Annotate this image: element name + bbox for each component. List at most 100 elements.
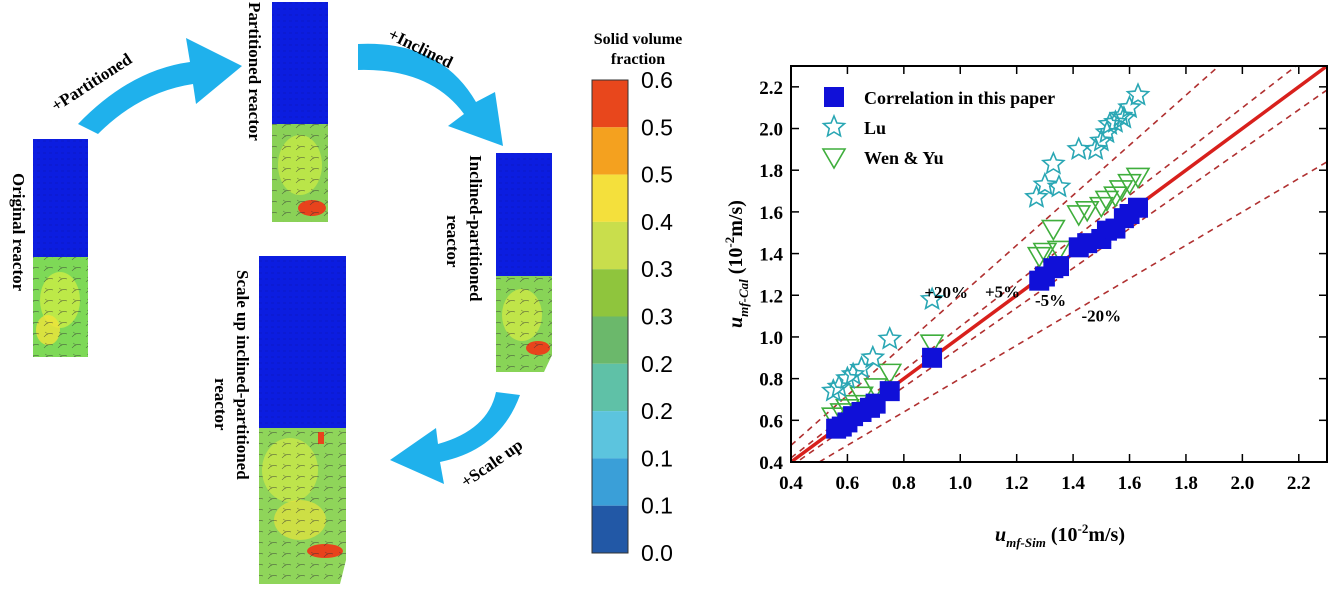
reactor-scaleup-label-2: reactor (211, 378, 230, 431)
plot-frame (790, 65, 1328, 463)
reactor-inclined-label-2: reactor (443, 215, 462, 268)
colorbar-swatch (592, 316, 628, 364)
data-point (1049, 256, 1069, 277)
y-tick-label: 1.2 (759, 286, 783, 307)
colorbar-tick-label: 0.0 (641, 540, 673, 566)
colorbar-swatch (592, 458, 628, 506)
colorbar-tick-label: 0.2 (641, 351, 673, 377)
x-tick-label: 1.8 (1174, 473, 1198, 494)
data-point (1040, 219, 1066, 242)
legend-label: Correlation in this paper (864, 88, 1055, 108)
deviation-label: -20% (1081, 306, 1121, 325)
colorbar-swatch (592, 269, 628, 317)
data-point (877, 325, 903, 350)
data-point (1103, 186, 1128, 208)
data-point (1066, 205, 1092, 227)
reactor-inclined (496, 153, 552, 372)
legend-label: Lu (864, 118, 886, 138)
colorbar-tick-label: 0.5 (641, 114, 673, 140)
reactor-partitioned (272, 2, 328, 222)
colorbar-swatch (592, 80, 628, 128)
data-point (1108, 180, 1134, 202)
y-tick-label: 1.0 (759, 328, 783, 349)
colorbar-tick-label: 0.3 (641, 304, 673, 330)
colorbar-tick-label: 0.2 (641, 398, 673, 424)
reactor-scaleup (259, 256, 346, 584)
y-tick-label: 0.8 (759, 370, 783, 391)
x-tick-label: 1.4 (1061, 473, 1085, 494)
x-tick-label: 2.2 (1287, 473, 1311, 494)
legend-marker (821, 148, 847, 170)
data-point (840, 361, 866, 386)
data-point (1026, 246, 1052, 269)
data-point (1088, 127, 1114, 152)
reactor-original-label: Original reactor (9, 173, 28, 292)
data-point (1088, 196, 1114, 219)
y-axis-label: umf-Cal (10-2m/s) (722, 200, 751, 328)
reactor-inclined-label-1: Inclined-partitioned (466, 155, 485, 302)
data-point (1024, 184, 1049, 208)
colorbar-tick-label: 0.5 (641, 162, 673, 188)
y-tick-label: 1.8 (759, 161, 783, 182)
colorbar-swatch (592, 174, 628, 222)
x-tick-label: 0.6 (836, 473, 860, 494)
colorbar-tick-label: 0.3 (641, 256, 673, 282)
colorbar-swatch (592, 127, 628, 175)
colorbar-swatch (592, 411, 628, 459)
data-point (1046, 240, 1072, 263)
data-point (826, 373, 852, 398)
data-point (919, 286, 945, 310)
colorbar-tick-label: 0.6 (641, 67, 673, 93)
x-tick-label: 1.2 (1005, 473, 1029, 494)
series-0 (826, 197, 1148, 439)
x-tick-label: 0.4 (779, 473, 803, 494)
data-point (919, 334, 945, 356)
deviation-line (817, 161, 1327, 462)
reactor-partitioned-label: Partitioned reactor (245, 2, 264, 141)
colorbar-title-2: fraction (611, 51, 665, 68)
arrow-scaleup (390, 392, 520, 484)
data-point (1127, 197, 1148, 218)
data-point (1117, 94, 1142, 119)
x-axis-label: umf-Sim (10-2m/s) (995, 521, 1125, 550)
series-2 (820, 167, 1151, 429)
x-tick-label: 1.6 (1118, 473, 1142, 494)
data-point (1103, 109, 1128, 133)
data-point (1066, 136, 1092, 160)
colorbar-frame (591, 79, 629, 554)
colorbar-title-1: Solid volume (594, 31, 682, 48)
arrow-partitioned (78, 38, 242, 134)
legend-marker (824, 87, 844, 107)
reactor-original (33, 139, 88, 357)
y-tick-label: 0.4 (759, 453, 783, 474)
x-tick-label: 1.0 (948, 473, 972, 494)
y-tick-label: 1.6 (759, 203, 783, 224)
colorbar-tick-label: 0.1 (641, 493, 673, 519)
deviation-label: +20% (924, 283, 968, 302)
data-point (1117, 173, 1142, 196)
series-1 (820, 82, 1151, 402)
x-tick-label: 2.0 (1230, 473, 1254, 494)
chart: 0.4 0.6 0.8 1.0 1.2 1.4 1.6 1.8 2.0 2.2 0.4 0.6 0.8 1… (722, 65, 1328, 550)
reactor-scaleup-label-1: Scale up inclined-partitioned (233, 270, 252, 480)
legend-marker (821, 113, 847, 138)
y-tick-label: 2.0 (759, 120, 783, 141)
data-point (1032, 171, 1058, 196)
data-point (877, 363, 903, 385)
data-point (1083, 136, 1109, 160)
y-tick-label: 2.2 (759, 78, 783, 99)
legend-label: Wen & Yu (864, 148, 944, 168)
colorbar-swatch (592, 221, 628, 270)
data-point (1046, 173, 1072, 198)
arrow-inclined (358, 43, 503, 146)
colorbar-tick-label: 0.1 (641, 445, 673, 471)
colorbar-swatch (592, 505, 628, 553)
data-point (1074, 201, 1100, 223)
data-point (1032, 242, 1058, 265)
y-tick-label: 1.4 (759, 245, 783, 266)
deviation-label: +5% (985, 283, 1020, 302)
data-point (1125, 167, 1151, 190)
colorbar-swatch (592, 363, 628, 412)
colorbar: Solid volume fraction 0.6 0.5 0.5 0.4 0.3 0.3… (591, 31, 682, 566)
